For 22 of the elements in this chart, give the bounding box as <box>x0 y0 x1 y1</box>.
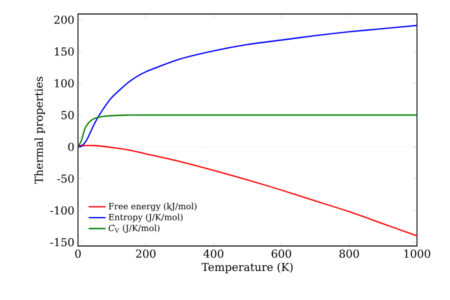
y-tick-label: 100 <box>54 79 74 88</box>
legend-label: Entropy (J/K/mol) <box>108 214 183 222</box>
x-tick-label: 0 <box>75 250 81 258</box>
x-tick-label: 600 <box>272 250 292 258</box>
x-tick-label: 1000 <box>404 250 430 258</box>
x-axis-title: Temperature (K) <box>202 262 293 274</box>
y-tick-label: -50 <box>57 174 74 183</box>
y-tick-label: 0 <box>68 142 74 151</box>
line-series <box>78 114 418 148</box>
legend-label: C$_{V}$ (J/K/mol) <box>108 224 160 233</box>
y-tick-label: 150 <box>54 47 74 56</box>
x-tick-label: 200 <box>136 250 156 258</box>
legend-label: Free energy (kJ/mol) <box>108 202 196 212</box>
y-axis-title: Thermal properties <box>34 76 46 184</box>
y-tick-label: -100 <box>50 206 74 215</box>
y-tick-label: -150 <box>50 238 74 246</box>
x-tick-label: 800 <box>339 250 359 258</box>
line-series <box>78 24 418 148</box>
y-tick-label: 200 <box>54 16 74 24</box>
line-series <box>78 144 418 236</box>
y-tick-label: 50 <box>61 110 74 120</box>
x-tick-label: 400 <box>203 250 224 258</box>
